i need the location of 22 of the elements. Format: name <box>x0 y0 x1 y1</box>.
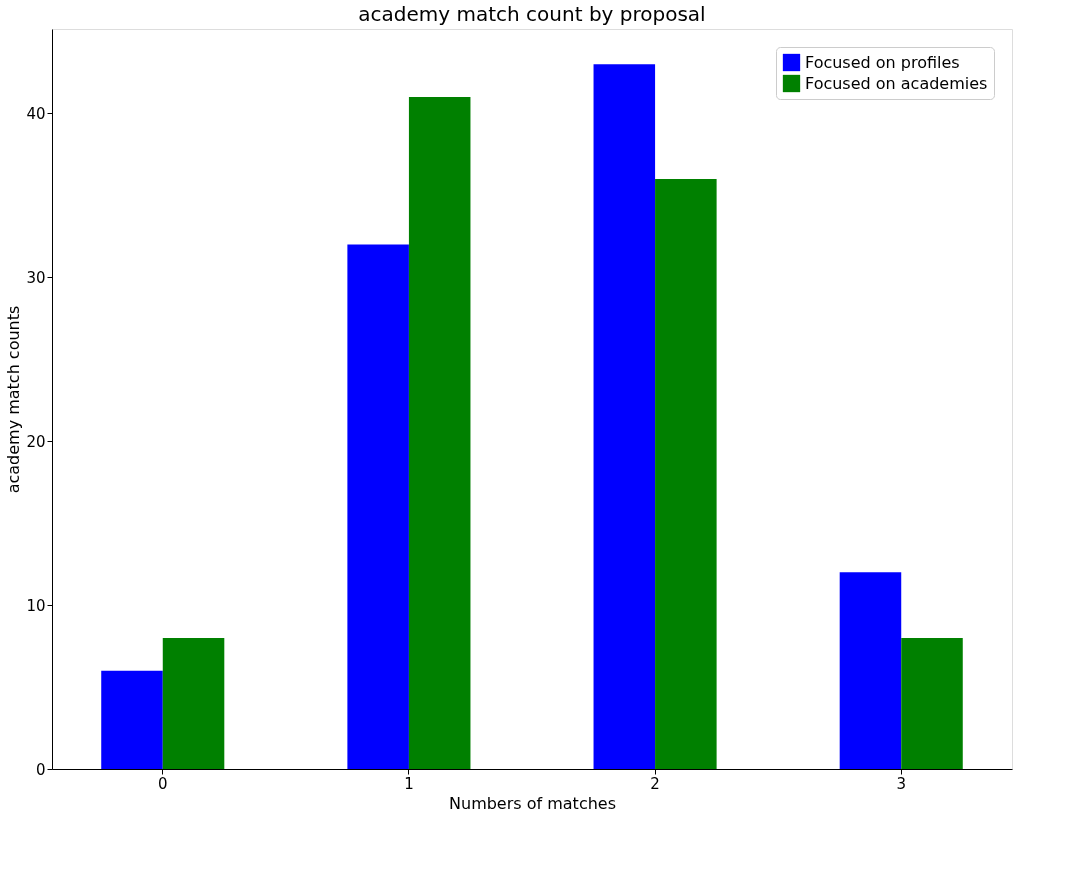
bar <box>593 64 656 769</box>
legend-label: Focused on profiles <box>805 52 960 72</box>
y-tick-label: 40 <box>26 104 46 123</box>
bar <box>839 572 902 769</box>
y-tick-label: 30 <box>26 268 46 287</box>
x-tick-label: 3 <box>896 774 906 793</box>
y-tick-label: 10 <box>26 596 46 615</box>
bar <box>162 637 225 769</box>
bar <box>101 670 163 769</box>
bar <box>408 97 471 769</box>
x-tick-label: 0 <box>158 774 168 793</box>
y-tick-label: 0 <box>35 760 46 779</box>
legend-label: Focused on academies <box>805 73 988 93</box>
x-tick-label: 2 <box>650 774 660 793</box>
x-tick-label: 1 <box>404 774 414 793</box>
y-tick-label: 20 <box>26 432 46 451</box>
chart-title: academy match count by proposal <box>358 2 706 26</box>
bar <box>901 637 963 769</box>
y-axis-title: academy match counts <box>4 305 24 494</box>
bar <box>347 244 409 769</box>
bar <box>655 178 717 769</box>
x-axis-title: Numbers of matches <box>449 793 616 813</box>
